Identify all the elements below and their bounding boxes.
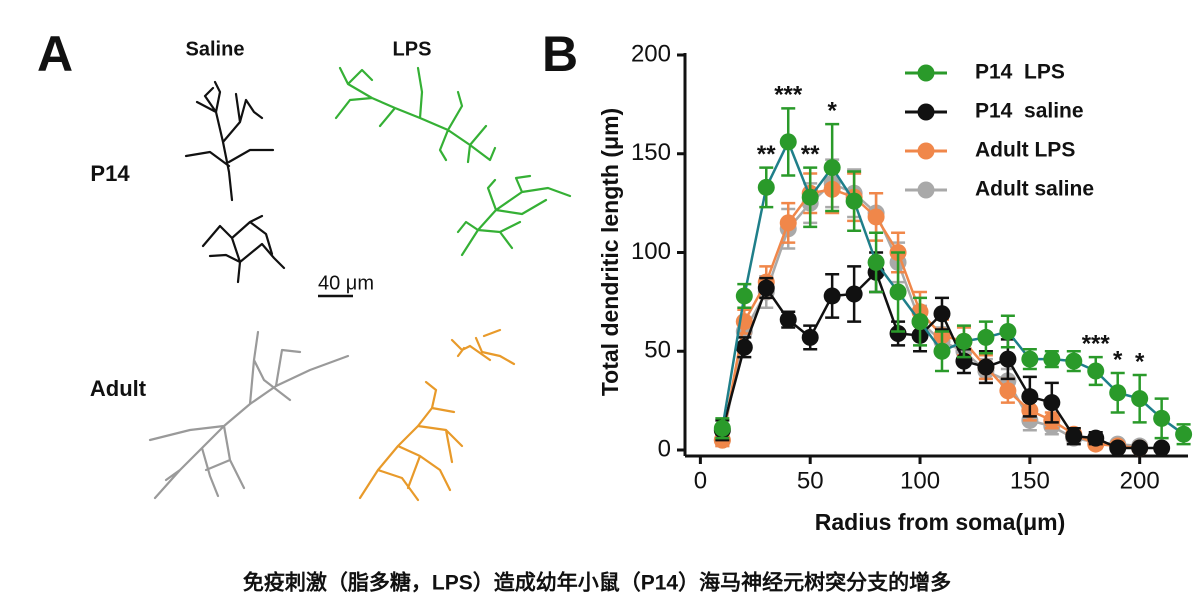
- significance-mark: **: [757, 141, 776, 168]
- data-point: [801, 188, 819, 206]
- data-point: [933, 342, 951, 360]
- neuron-adult-saline: [148, 330, 350, 500]
- data-point: [757, 279, 775, 297]
- chart: B Total dendritic length (μm) Radius fro…: [542, 26, 1065, 535]
- scale-bar-label: 40 μm: [318, 272, 374, 294]
- significance-mark: *: [1113, 346, 1123, 373]
- significance-mark: *: [1135, 348, 1145, 375]
- data-point: [999, 350, 1017, 368]
- data-point: [713, 419, 731, 437]
- data-point: [1153, 439, 1171, 457]
- data-point: [823, 159, 841, 177]
- data-point: [911, 313, 929, 331]
- legend-label: Adult LPS: [975, 139, 1075, 162]
- data-point: [889, 283, 907, 301]
- significance-mark: *: [827, 97, 837, 124]
- caption: 免疫刺激（脂多糖，LPS）造成幼年小鼠（P14）海马神经元树突分支的增多: [243, 571, 951, 595]
- data-point: [1087, 362, 1105, 380]
- y-tick-label: 100: [631, 238, 671, 265]
- data-point: [823, 287, 841, 305]
- y-tick-label: 200: [631, 40, 671, 67]
- data-point: [1109, 439, 1127, 457]
- series-line: [721, 138, 1185, 436]
- panel-label: B: [542, 26, 578, 82]
- legend-label: P14 saline: [975, 100, 1084, 123]
- data-point: [977, 328, 995, 346]
- x-tick-label: 0: [694, 467, 707, 494]
- data-point: [1021, 350, 1039, 368]
- legend-marker: [917, 181, 935, 199]
- data-point: [977, 358, 995, 376]
- data-point: [867, 208, 885, 226]
- data-point: [1043, 350, 1061, 368]
- y-axis-label: Total dendritic length (μm): [597, 108, 623, 396]
- y-tick-label: 0: [658, 435, 671, 462]
- row-label: Adult: [90, 376, 147, 401]
- legend-label: Adult saline: [975, 178, 1094, 201]
- data-point: [999, 382, 1017, 400]
- data-point: [1131, 439, 1149, 457]
- legend-marker: [917, 103, 935, 121]
- data-point: [757, 178, 775, 196]
- data-point: [845, 285, 863, 303]
- data-point: [779, 133, 797, 151]
- neuron-adult-lps: [358, 328, 516, 502]
- data-point: [735, 287, 753, 305]
- data-point: [1087, 429, 1105, 447]
- neuron-p14-lps: [334, 66, 572, 257]
- data-point: [999, 323, 1017, 340]
- legend-label: P14 LPS: [975, 61, 1065, 84]
- x-tick-label: 100: [900, 467, 940, 494]
- data-point: [1109, 384, 1127, 402]
- data-point: [1065, 427, 1083, 445]
- data-point: [1153, 409, 1171, 427]
- data-point: [1065, 352, 1083, 370]
- significance-mark: ***: [774, 82, 803, 109]
- data-point: [801, 328, 819, 346]
- neuron-p14-saline: [184, 80, 286, 284]
- legend-marker: [917, 142, 935, 160]
- significance-mark: ***: [1082, 331, 1111, 358]
- y-tick-label: 150: [631, 139, 671, 166]
- data-point: [779, 214, 797, 232]
- data-point: [1043, 394, 1061, 412]
- column-label: Saline: [186, 38, 245, 60]
- x-axis-label: Radius from soma(μm): [815, 509, 1066, 535]
- x-tick-label: 200: [1120, 467, 1160, 494]
- x-tick-label: 50: [797, 467, 824, 494]
- row-label: P14: [90, 161, 130, 186]
- data-point: [889, 324, 907, 342]
- panel-label: A: [37, 26, 73, 82]
- x-tick-label: 150: [1010, 467, 1050, 494]
- data-point: [867, 253, 885, 271]
- data-point: [955, 332, 973, 350]
- data-point: [735, 338, 753, 356]
- data-point: [779, 311, 797, 329]
- data-point: [1021, 388, 1039, 406]
- column-label: LPS: [393, 38, 432, 60]
- data-point: [933, 305, 951, 323]
- data-point: [1131, 390, 1149, 408]
- y-tick-label: 50: [644, 337, 671, 364]
- legend-marker: [917, 64, 935, 82]
- data-point: [1175, 425, 1193, 443]
- data-point: [845, 192, 863, 210]
- significance-mark: **: [801, 141, 820, 168]
